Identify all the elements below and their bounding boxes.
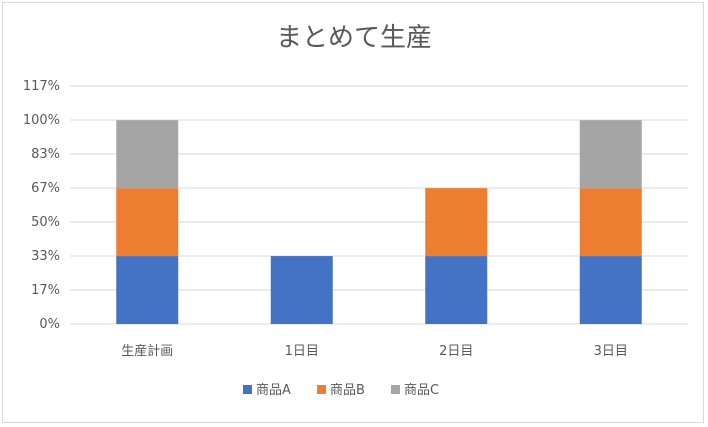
legend-swatch	[391, 385, 400, 394]
legend-item: 商品B	[317, 383, 365, 398]
y-tick-label: 117%	[23, 79, 60, 94]
x-tick-label: 1日目	[285, 344, 319, 359]
bar-segment	[116, 120, 179, 189]
legend-label: 商品A	[256, 383, 291, 398]
legend-item: 商品A	[243, 383, 291, 398]
x-tick-label: 3日目	[594, 344, 628, 359]
bar-segment	[579, 188, 642, 257]
y-tick-label: 67%	[31, 181, 60, 196]
bar-segment	[425, 188, 488, 257]
bar-segment	[270, 256, 333, 324]
x-tick-label: 生産計画	[121, 343, 173, 359]
y-tick-label: 83%	[31, 147, 60, 162]
chart-title: まとめて生産	[276, 23, 432, 53]
y-tick-label: 0%	[39, 317, 60, 332]
legend: 商品A 商品B 商品C	[243, 383, 439, 398]
y-tick-label: 17%	[31, 283, 60, 298]
y-tick-label: 50%	[31, 215, 60, 230]
legend-label: 商品C	[404, 383, 439, 398]
y-tick-label: 100%	[23, 113, 60, 128]
legend-swatch	[243, 385, 252, 394]
bar-segment	[579, 256, 642, 324]
legend-swatch	[317, 385, 326, 394]
y-tick-label: 33%	[31, 249, 60, 264]
bars	[116, 120, 642, 324]
bar-segment	[116, 188, 179, 257]
x-axis-ticks: 生産計画 1日目 2日目 3日目	[121, 343, 628, 359]
legend-label: 商品B	[330, 383, 365, 398]
x-tick-label: 2日目	[439, 344, 473, 359]
bar-segment	[116, 256, 179, 324]
bar-segment	[425, 256, 488, 324]
legend-item: 商品C	[391, 383, 439, 398]
bar-segment	[579, 120, 642, 189]
y-axis-ticks: 0% 17% 33% 50% 67% 83% 100% 117%	[23, 79, 60, 332]
